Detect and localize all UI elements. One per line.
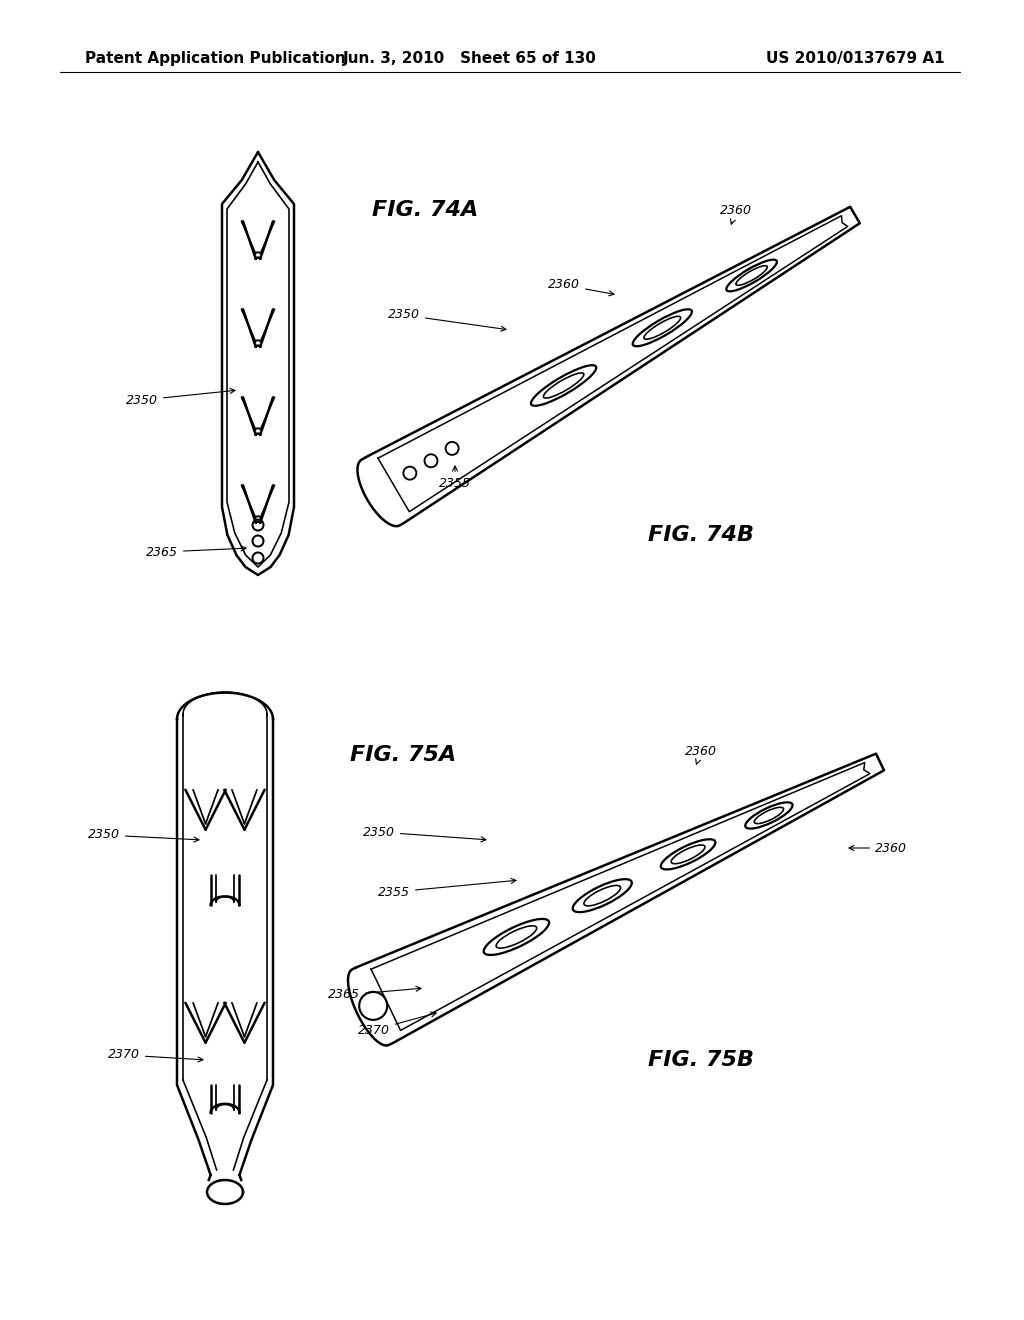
Text: 2350: 2350 [126, 388, 234, 407]
Text: 2350: 2350 [388, 309, 506, 331]
Text: 2365: 2365 [146, 545, 246, 558]
Text: US 2010/0137679 A1: US 2010/0137679 A1 [766, 50, 945, 66]
Text: Jun. 3, 2010   Sheet 65 of 130: Jun. 3, 2010 Sheet 65 of 130 [343, 50, 597, 66]
Text: 2360: 2360 [548, 279, 614, 296]
Text: 2355: 2355 [378, 878, 516, 899]
Text: FIG. 74B: FIG. 74B [648, 525, 754, 545]
Text: 2370: 2370 [358, 1012, 436, 1036]
Text: 2360: 2360 [685, 744, 717, 764]
Text: 2370: 2370 [108, 1048, 203, 1063]
Text: 2360: 2360 [849, 842, 907, 854]
Text: 2355: 2355 [439, 466, 471, 490]
Text: FIG. 75B: FIG. 75B [648, 1049, 754, 1071]
Text: 2350: 2350 [362, 825, 486, 842]
Text: FIG. 75A: FIG. 75A [350, 744, 457, 766]
Text: 2350: 2350 [88, 829, 199, 842]
Text: Patent Application Publication: Patent Application Publication [85, 50, 346, 66]
Text: 2360: 2360 [720, 203, 752, 224]
Text: FIG. 74A: FIG. 74A [372, 201, 478, 220]
Text: 2365: 2365 [328, 986, 421, 1002]
